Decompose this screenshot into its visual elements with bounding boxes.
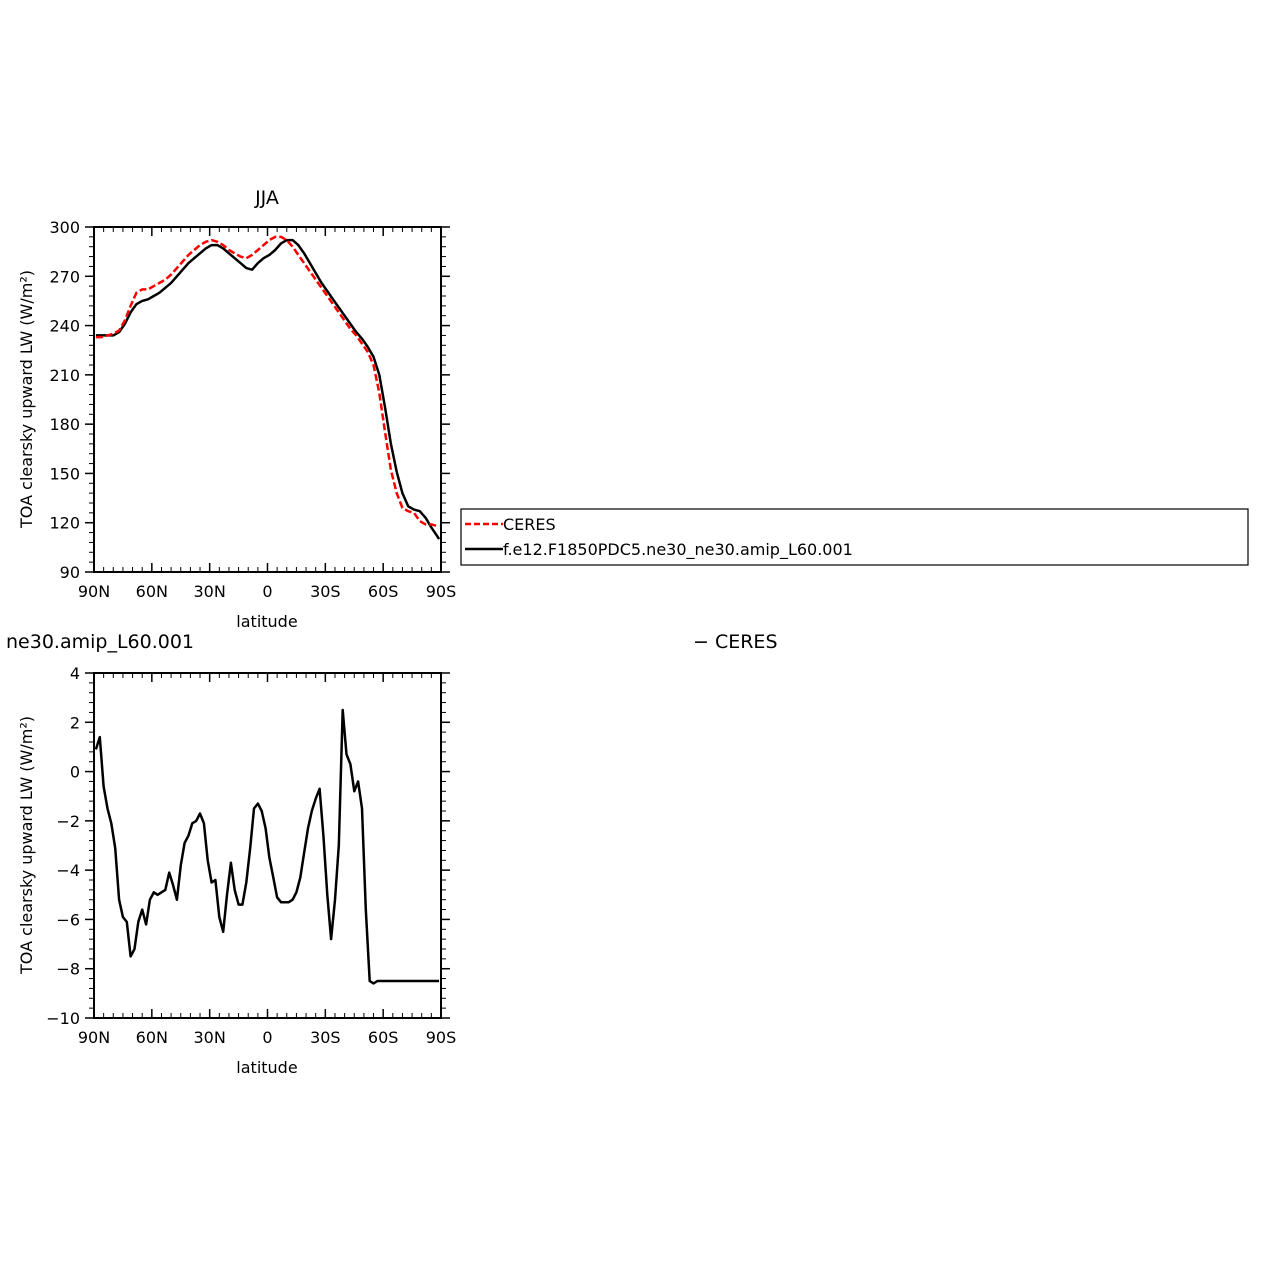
bottom-chart-frame (93, 672, 442, 1019)
bottom-chart-legend-text: − CERES (693, 631, 778, 653)
top-chart-ylabel: TOA clearsky upward LW (W/m²) (17, 270, 36, 529)
bottom-y-tick-label: −4 (56, 861, 80, 880)
bottom-x-tick-label: 90N (78, 1028, 110, 1047)
top-x-tick-label: 60N (136, 582, 168, 601)
top-x-tick-label: 60S (368, 582, 399, 601)
bottom-chart-ticks: 90N 60N 30N 0 30S 60S 90S −10 −8 −6 −4 −2 0 2 4 (46, 664, 456, 1047)
top-y-tick-label: 300 (49, 218, 80, 237)
bottom-y-tick-label: 0 (70, 763, 80, 782)
top-x-tick-label: 30N (194, 582, 226, 601)
bottom-chart-series (94, 708, 440, 985)
legend: CERES f.e12.F1850PDC5.ne30_ne30.amip_L60… (460, 508, 1249, 566)
legend-box (460, 508, 1249, 566)
legend-label-model: f.e12.F1850PDC5.ne30_ne30.amip_L60.001 (503, 540, 853, 560)
bottom-y-tick-label: −8 (56, 960, 80, 979)
top-y-tick-label: 180 (49, 415, 80, 434)
top-y-tick-label: 120 (49, 514, 80, 533)
bottom-y-tick-label: −6 (56, 910, 80, 929)
bottom-x-tick-label: 30S (310, 1028, 341, 1047)
bottom-series-line-difference (94, 708, 440, 985)
bottom-x-tick-label: 60S (368, 1028, 399, 1047)
top-series-line-ceres (95, 235, 440, 528)
bottom-y-tick-label: −10 (46, 1009, 80, 1028)
bottom-chart-panel: ne30.amip_L60.001 − CERES 90N 60N 30N 0 30S 6… (6, 631, 778, 1077)
bottom-x-tick-label: 90S (426, 1028, 457, 1047)
top-chart-series (95, 235, 441, 540)
legend-label-ceres: CERES (503, 515, 556, 534)
bottom-y-tick-label: 4 (70, 664, 80, 683)
top-chart-frame (93, 226, 442, 573)
top-x-tick-label: 90S (426, 582, 457, 601)
top-x-tick-label: 30S (310, 582, 341, 601)
top-y-tick-label: 150 (49, 464, 80, 483)
bottom-x-tick-label: 30N (194, 1028, 226, 1047)
top-y-tick-label: 270 (49, 267, 80, 286)
top-chart-ticks: 90N 60N 30N 0 30S 60S 90S 90 120 150 180 210 240 270 3… (49, 218, 456, 601)
top-chart-xlabel: latitude (236, 612, 297, 631)
bottom-chart-xlabel: latitude (236, 1058, 297, 1077)
top-y-tick-label: 210 (49, 366, 80, 385)
top-x-tick-label: 0 (262, 582, 272, 601)
bottom-y-tick-label: 2 (70, 713, 80, 732)
bottom-x-tick-label: 0 (262, 1028, 272, 1047)
bottom-chart-title: ne30.amip_L60.001 (6, 631, 194, 653)
top-chart-title: JJA (254, 187, 279, 209)
bottom-x-tick-label: 60N (136, 1028, 168, 1047)
top-y-tick-label: 90 (60, 563, 80, 582)
bottom-y-tick-label: −2 (56, 812, 80, 831)
top-y-tick-label: 240 (49, 317, 80, 336)
top-series-line-f (95, 238, 441, 540)
top-x-tick-label: 90N (78, 582, 110, 601)
top-chart-panel: JJA 90N 60N 30N 0 30S 60S 90S 90 120 150 180 210 240… (17, 187, 456, 631)
bottom-chart-ylabel: TOA clearsky upward LW (W/m²) (17, 716, 36, 975)
